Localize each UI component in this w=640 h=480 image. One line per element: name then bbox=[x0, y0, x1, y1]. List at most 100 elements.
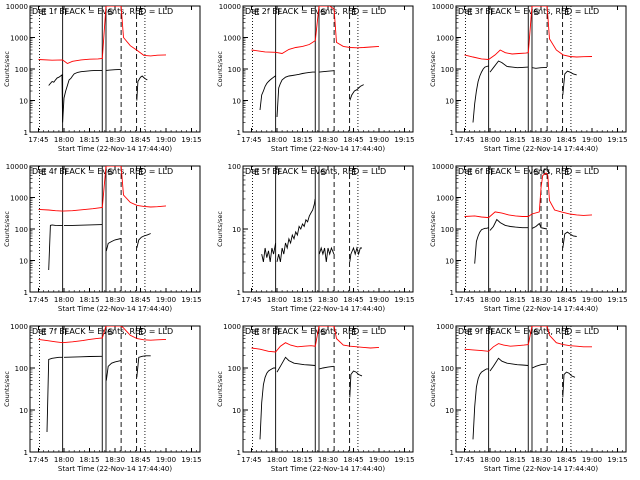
x-tick-label: 19:15 bbox=[607, 296, 627, 304]
y-tick-label: 1000 bbox=[10, 35, 28, 43]
event-marker-label: F bbox=[490, 328, 495, 338]
y-axis-label: Counts/sec bbox=[3, 371, 11, 407]
y-tick-label: 1000 bbox=[223, 323, 241, 331]
y-axis-label: Counts/sec bbox=[429, 51, 437, 87]
event-marker-label: E bbox=[138, 328, 144, 338]
x-tick-label: 18:00 bbox=[54, 296, 74, 304]
y-tick-label: 1000 bbox=[436, 35, 454, 43]
events-series-line bbox=[349, 246, 362, 262]
x-tick-label: 18:15 bbox=[79, 296, 99, 304]
lld-series-line bbox=[464, 6, 593, 60]
y-axis-label: Counts/sec bbox=[3, 51, 11, 87]
detector-panel-8: 1 10 100 1000 17:45 18:00 18:15 18:30 18:45 19:00… bbox=[216, 323, 415, 473]
x-tick-label: 19:15 bbox=[181, 136, 201, 144]
y-tick-label: 10 bbox=[232, 226, 241, 234]
events-series-line bbox=[489, 357, 529, 372]
y-tick-label: 10000 bbox=[6, 163, 28, 171]
detector-panel-2: 1 10 100 1000 10000 17:45 18:00 18:15 18:30 18:45… bbox=[216, 3, 415, 153]
event-marker-label: E bbox=[351, 328, 357, 338]
event-marker-label: S bbox=[320, 168, 326, 178]
y-tick-label: 100 bbox=[228, 66, 241, 74]
events-series-line bbox=[48, 224, 63, 271]
x-tick-label: 18:30 bbox=[531, 296, 551, 304]
y-tick-label: 1000 bbox=[223, 35, 241, 43]
detector-panel-6: 1 10 100 1000 10000 17:45 18:00 18:15 18:30 18:45… bbox=[429, 163, 628, 313]
events-series-line bbox=[532, 222, 548, 230]
event-marker-label: E bbox=[254, 328, 260, 338]
x-tick-label: 19:15 bbox=[181, 296, 201, 304]
y-tick-label: 10 bbox=[19, 407, 28, 415]
x-tick-label: 19:15 bbox=[394, 296, 414, 304]
events-series-line bbox=[276, 198, 316, 262]
y-tick-label: 100 bbox=[441, 365, 454, 373]
x-tick-label: 18:15 bbox=[505, 456, 525, 464]
x-tick-label: 18:00 bbox=[480, 296, 500, 304]
x-tick-label: 19:00 bbox=[156, 296, 176, 304]
event-marker-label: F bbox=[64, 168, 69, 178]
y-tick-label: 100 bbox=[15, 365, 28, 373]
events-series-line bbox=[136, 233, 151, 249]
x-tick-label: 17:45 bbox=[454, 136, 474, 144]
events-series-line bbox=[136, 355, 151, 378]
lld-series-line bbox=[251, 326, 380, 353]
x-tick-label: 19:00 bbox=[369, 456, 389, 464]
x-axis-label: Start Time (22-Nov-14 17:44:40) bbox=[484, 305, 598, 313]
x-tick-label: 19:15 bbox=[394, 136, 414, 144]
event-marker-label: E bbox=[41, 168, 47, 178]
events-series-line bbox=[472, 65, 489, 123]
y-tick-label: 1 bbox=[24, 129, 28, 137]
y-tick-label: 10 bbox=[19, 258, 28, 266]
plot-frame bbox=[455, 325, 627, 453]
x-tick-label: 18:45 bbox=[556, 136, 576, 144]
y-axis-label: Counts/sec bbox=[216, 51, 224, 87]
events-series-line bbox=[105, 238, 122, 252]
events-series-line bbox=[562, 70, 577, 96]
events-series-line bbox=[562, 371, 576, 398]
plot-frame bbox=[29, 325, 201, 453]
y-tick-label: 10 bbox=[445, 258, 454, 266]
x-tick-label: 18:30 bbox=[318, 136, 338, 144]
x-tick-label: 19:00 bbox=[369, 136, 389, 144]
y-tick-label: 1000 bbox=[436, 323, 454, 331]
x-tick-label: 18:00 bbox=[267, 136, 287, 144]
x-tick-label: 18:45 bbox=[130, 136, 150, 144]
x-tick-label: 18:00 bbox=[267, 296, 287, 304]
events-series-line bbox=[276, 356, 316, 373]
x-tick-label: 18:15 bbox=[292, 296, 312, 304]
x-tick-label: 18:30 bbox=[105, 456, 125, 464]
event-marker-label: E bbox=[138, 168, 144, 178]
event-marker-label: E bbox=[41, 328, 47, 338]
event-marker-label: F bbox=[64, 328, 69, 338]
x-tick-label: 18:30 bbox=[531, 456, 551, 464]
x-tick-label: 17:45 bbox=[454, 296, 474, 304]
plot-frame bbox=[29, 165, 201, 293]
event-marker-label: F bbox=[277, 328, 282, 338]
events-series-line bbox=[63, 355, 103, 358]
event-marker-label: F bbox=[490, 168, 495, 178]
events-series-line bbox=[318, 246, 335, 262]
event-marker-label: E bbox=[351, 168, 357, 178]
x-tick-label: 18:45 bbox=[130, 456, 150, 464]
detector-panel-9: 1 10 100 1000 17:45 18:00 18:15 18:30 18:45 19:00… bbox=[429, 323, 628, 473]
y-tick-label: 10 bbox=[232, 407, 241, 415]
event-marker-label: F bbox=[64, 8, 69, 18]
x-tick-label: 18:30 bbox=[531, 136, 551, 144]
x-tick-label: 17:45 bbox=[241, 296, 261, 304]
x-axis-label: Start Time (22-Nov-14 17:44:40) bbox=[58, 145, 172, 153]
y-tick-label: 1 bbox=[450, 129, 454, 137]
events-series-line bbox=[63, 224, 103, 227]
x-tick-label: 18:15 bbox=[505, 296, 525, 304]
y-tick-label: 100 bbox=[441, 66, 454, 74]
events-series-line bbox=[472, 368, 489, 440]
y-tick-label: 10 bbox=[445, 407, 454, 415]
event-marker-label: S bbox=[533, 8, 539, 18]
x-tick-label: 18:30 bbox=[105, 136, 125, 144]
event-marker-label: E bbox=[564, 328, 570, 338]
events-series-line bbox=[349, 84, 364, 101]
y-tick-label: 100 bbox=[228, 365, 241, 373]
events-series-line bbox=[489, 60, 529, 73]
events-series-line bbox=[136, 75, 148, 101]
